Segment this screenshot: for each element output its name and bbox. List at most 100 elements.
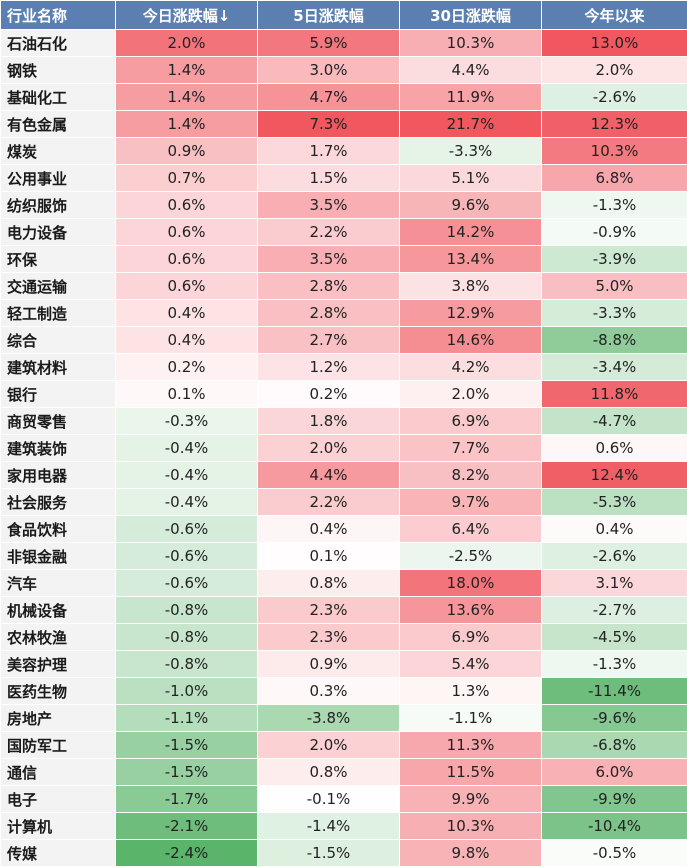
5day-change-cell: 1.5% [258, 165, 400, 192]
ytd-change-cell: -1.3% [542, 192, 687, 219]
industry-name-cell: 煤炭 [1, 138, 116, 165]
5day-change-cell: 2.8% [258, 300, 400, 327]
industry-name-cell: 电力设备 [1, 219, 116, 246]
ytd-change-cell: 3.1% [542, 570, 687, 597]
5day-change-cell: 1.7% [258, 138, 400, 165]
table-row[interactable]: 美容护理-0.8%0.9%5.4%-1.3% [1, 651, 687, 678]
industry-name-cell: 农林牧渔 [1, 624, 116, 651]
today-change-cell: -0.8% [116, 624, 258, 651]
ytd-change-cell: -6.8% [542, 732, 687, 759]
ytd-change-cell: -5.3% [542, 489, 687, 516]
table-row[interactable]: 食品饮料-0.6%0.4%6.4%0.4% [1, 516, 687, 543]
5day-change-cell: 0.4% [258, 516, 400, 543]
ytd-change-cell: 12.4% [542, 462, 687, 489]
industry-name-cell: 计算机 [1, 813, 116, 840]
today-change-cell: 0.7% [116, 165, 258, 192]
header-industry-name[interactable]: 行业名称 [1, 1, 116, 30]
5day-change-cell: 0.8% [258, 570, 400, 597]
header-30day-change[interactable]: 30日涨跌幅 [400, 1, 542, 30]
table-row[interactable]: 社会服务-0.4%2.2%9.7%-5.3% [1, 489, 687, 516]
table-row[interactable]: 建筑装饰-0.4%2.0%7.7%0.6% [1, 435, 687, 462]
header-row: 行业名称 今日涨跌幅↓ 5日涨跌幅 30日涨跌幅 今年以来 [1, 1, 687, 30]
30day-change-cell: 3.8% [400, 273, 542, 300]
ytd-change-cell: -8.8% [542, 327, 687, 354]
5day-change-cell: 3.5% [258, 192, 400, 219]
industry-name-cell: 商贸零售 [1, 408, 116, 435]
today-change-cell: 1.4% [116, 57, 258, 84]
today-change-cell: -1.5% [116, 732, 258, 759]
industry-name-cell: 基础化工 [1, 84, 116, 111]
today-change-cell: 2.0% [116, 30, 258, 57]
industry-name-cell: 传媒 [1, 840, 116, 867]
header-ytd-change[interactable]: 今年以来 [542, 1, 687, 30]
30day-change-cell: 4.2% [400, 354, 542, 381]
industry-name-cell: 通信 [1, 759, 116, 786]
30day-change-cell: 12.9% [400, 300, 542, 327]
30day-change-cell: 21.7% [400, 111, 542, 138]
table-row[interactable]: 农林牧渔-0.8%2.3%6.9%-4.5% [1, 624, 687, 651]
table-row[interactable]: 房地产-1.1%-3.8%-1.1%-9.6% [1, 705, 687, 732]
5day-change-cell: 3.5% [258, 246, 400, 273]
table-row[interactable]: 电子-1.7%-0.1%9.9%-9.9% [1, 786, 687, 813]
30day-change-cell: 4.4% [400, 57, 542, 84]
header-5day-change[interactable]: 5日涨跌幅 [258, 1, 400, 30]
today-change-cell: 0.6% [116, 192, 258, 219]
today-change-cell: -1.0% [116, 678, 258, 705]
today-change-cell: 0.6% [116, 219, 258, 246]
table-row[interactable]: 传媒-2.4%-1.5%9.8%-0.5% [1, 840, 687, 867]
5day-change-cell: 2.7% [258, 327, 400, 354]
5day-change-cell: -1.4% [258, 813, 400, 840]
table-row[interactable]: 机械设备-0.8%2.3%13.6%-2.7% [1, 597, 687, 624]
today-change-cell: -1.7% [116, 786, 258, 813]
table-row[interactable]: 计算机-2.1%-1.4%10.3%-10.4% [1, 813, 687, 840]
table-row[interactable]: 国防军工-1.5%2.0%11.3%-6.8% [1, 732, 687, 759]
table-row[interactable]: 医药生物-1.0%0.3%1.3%-11.4% [1, 678, 687, 705]
today-change-cell: 0.2% [116, 354, 258, 381]
industry-name-cell: 公用事业 [1, 165, 116, 192]
today-change-cell: -1.1% [116, 705, 258, 732]
30day-change-cell: 8.2% [400, 462, 542, 489]
today-change-cell: 0.6% [116, 273, 258, 300]
table-row[interactable]: 非银金融-0.6%0.1%-2.5%-2.6% [1, 543, 687, 570]
ytd-change-cell: -1.3% [542, 651, 687, 678]
table-row[interactable]: 商贸零售-0.3%1.8%6.9%-4.7% [1, 408, 687, 435]
ytd-change-cell: -3.9% [542, 246, 687, 273]
5day-change-cell: 7.3% [258, 111, 400, 138]
industry-name-cell: 美容护理 [1, 651, 116, 678]
industry-name-cell: 电子 [1, 786, 116, 813]
ytd-change-cell: -3.4% [542, 354, 687, 381]
today-change-cell: 1.4% [116, 84, 258, 111]
5day-change-cell: 2.3% [258, 624, 400, 651]
header-today-change[interactable]: 今日涨跌幅↓ [116, 1, 258, 30]
5day-change-cell: 2.0% [258, 435, 400, 462]
table-row[interactable]: 汽车-0.6%0.8%18.0%3.1% [1, 570, 687, 597]
today-change-cell: 0.6% [116, 246, 258, 273]
industry-name-cell: 交通运输 [1, 273, 116, 300]
30day-change-cell: 10.3% [400, 30, 542, 57]
5day-change-cell: 5.9% [258, 30, 400, 57]
table-row[interactable]: 家用电器-0.4%4.4%8.2%12.4% [1, 462, 687, 489]
ytd-change-cell: 12.3% [542, 111, 687, 138]
ytd-change-cell: -2.7% [542, 597, 687, 624]
30day-change-cell: 6.9% [400, 408, 542, 435]
table-row[interactable]: 通信-1.5%0.8%11.5%6.0% [1, 759, 687, 786]
ytd-change-cell: -9.6% [542, 705, 687, 732]
30day-change-cell: 2.0% [400, 381, 542, 408]
5day-change-cell: 0.8% [258, 759, 400, 786]
industry-name-cell: 机械设备 [1, 597, 116, 624]
